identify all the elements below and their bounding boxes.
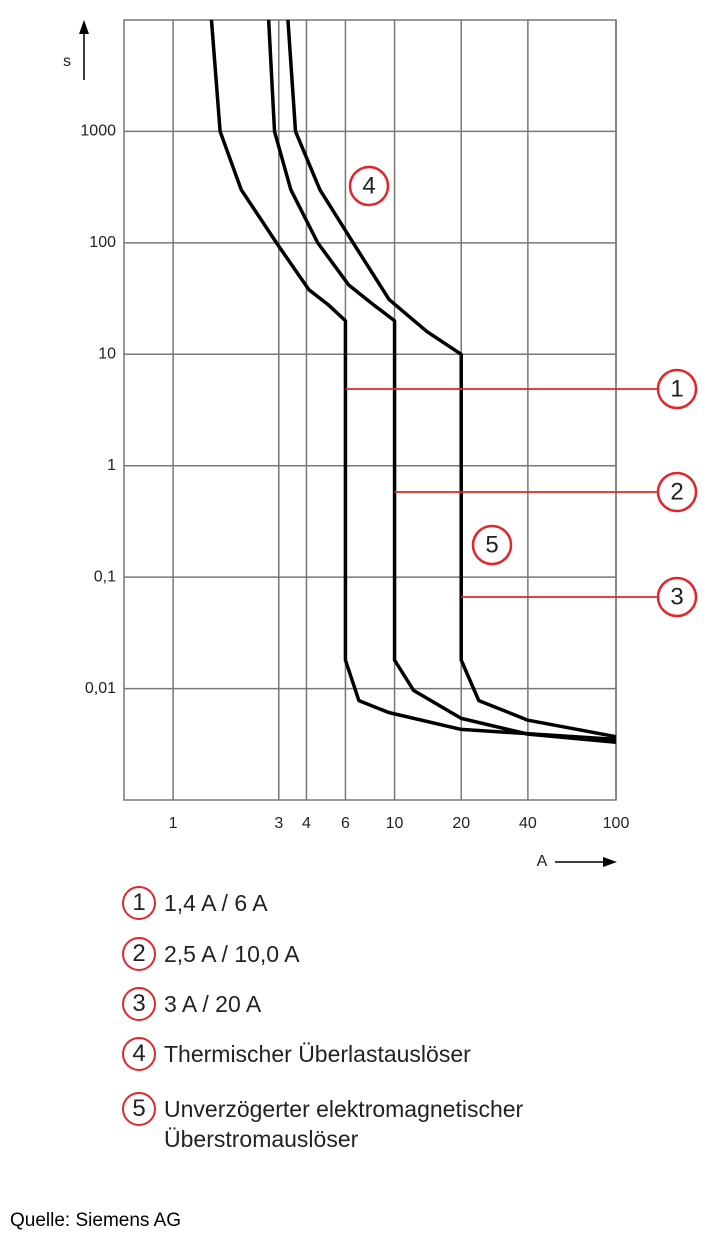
y-axis-label: s: [63, 53, 71, 70]
legend-item: 3 3 A / 20 A: [122, 987, 644, 1021]
legend-marker: 5: [122, 1092, 156, 1126]
legend-item: 5 Unverzögerter elektromagnetischer Übers…: [122, 1092, 644, 1154]
legend-marker: 1: [122, 886, 156, 920]
y-axis-arrowhead: [79, 20, 89, 34]
legend-marker: 3: [122, 987, 156, 1021]
x-tick-label: 10: [386, 815, 404, 832]
curve: [286, 19, 617, 739]
callout-circle: [656, 576, 698, 618]
y-tick-label: 0,01: [85, 680, 116, 697]
source: Quelle: Siemens AG: [10, 1210, 182, 1231]
x-tick-label: 3: [274, 815, 283, 832]
legend-item: 4 Thermischer Überlastauslöser: [122, 1037, 644, 1071]
y-tick-label: 1000: [80, 123, 116, 140]
callout-number: 1: [670, 375, 683, 402]
callout-number: 5: [485, 531, 498, 558]
x-tick-label: 100: [603, 815, 630, 832]
callout-circle: [348, 165, 390, 207]
legend-label: 2,5 A / 10,0 A: [164, 941, 300, 967]
callout-number: 2: [670, 478, 683, 505]
legend-marker: 4: [122, 1037, 156, 1071]
curve: [266, 19, 617, 744]
legend-item: 2 2,5 A / 10,0 A: [122, 937, 644, 971]
legend-label: Thermischer Überlastauslöser: [164, 1041, 471, 1067]
callout-number: 4: [362, 172, 375, 199]
x-tick-label: 1: [169, 815, 178, 832]
y-tick-label: 10: [98, 346, 116, 363]
x-tick-label: 20: [452, 815, 470, 832]
legend-marker: 2: [122, 937, 156, 971]
legend-label: 1,4 A / 6 A: [164, 890, 268, 916]
legend-label: 3 A / 20 A: [164, 991, 262, 1017]
x-tick-label: 6: [341, 815, 350, 832]
y-tick-label: 1: [107, 457, 116, 474]
chart: s A 0,01 0,1 1 10 100 1000 1 3 4 6 10 20 40 100 1 2 3 4 5: [63, 19, 698, 870]
callout-circle: [471, 524, 513, 566]
y-tick-label: 0,1: [94, 568, 116, 585]
x-tick-label: 4: [302, 815, 311, 832]
curve: [209, 19, 617, 742]
callout-number: 3: [670, 583, 683, 610]
y-tick-label: 100: [89, 234, 116, 251]
legend-label: Unverzögerter elektromagnetischer Überst…: [164, 1096, 524, 1152]
x-axis-label: A: [537, 853, 548, 870]
callout-circle: [656, 368, 698, 410]
legend-item: 1 1,4 A / 6 A: [122, 886, 644, 920]
plot-frame: [123, 19, 617, 801]
x-axis-arrowhead: [603, 857, 617, 867]
x-tick-label: 40: [519, 815, 537, 832]
callout-circle: [656, 471, 698, 513]
